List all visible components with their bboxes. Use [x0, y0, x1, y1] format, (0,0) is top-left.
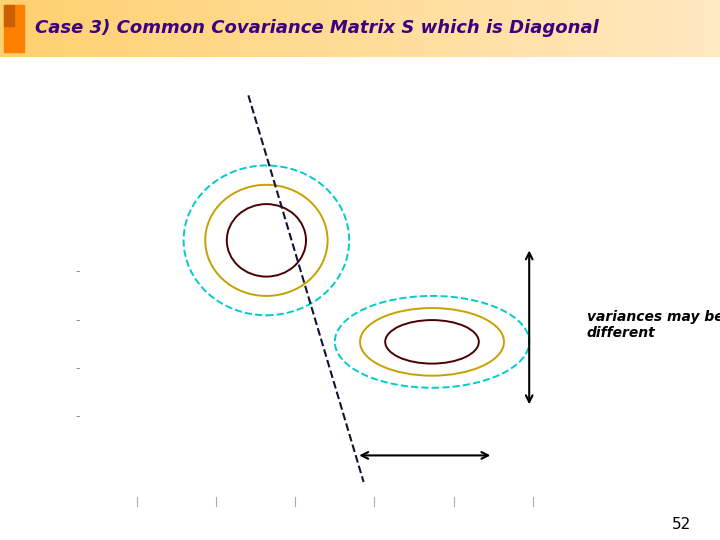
- Text: variances may be
different: variances may be different: [587, 310, 720, 340]
- Text: -: -: [76, 265, 80, 278]
- Text: -: -: [76, 314, 80, 327]
- Bar: [4, 4, 14, 25]
- Bar: [4, 4, 24, 52]
- Text: -: -: [76, 362, 80, 375]
- Text: -: -: [76, 410, 80, 423]
- Text: Case 3) Common Covariance Matrix S which is Diagonal: Case 3) Common Covariance Matrix S which…: [35, 19, 598, 37]
- Text: 52: 52: [672, 517, 691, 532]
